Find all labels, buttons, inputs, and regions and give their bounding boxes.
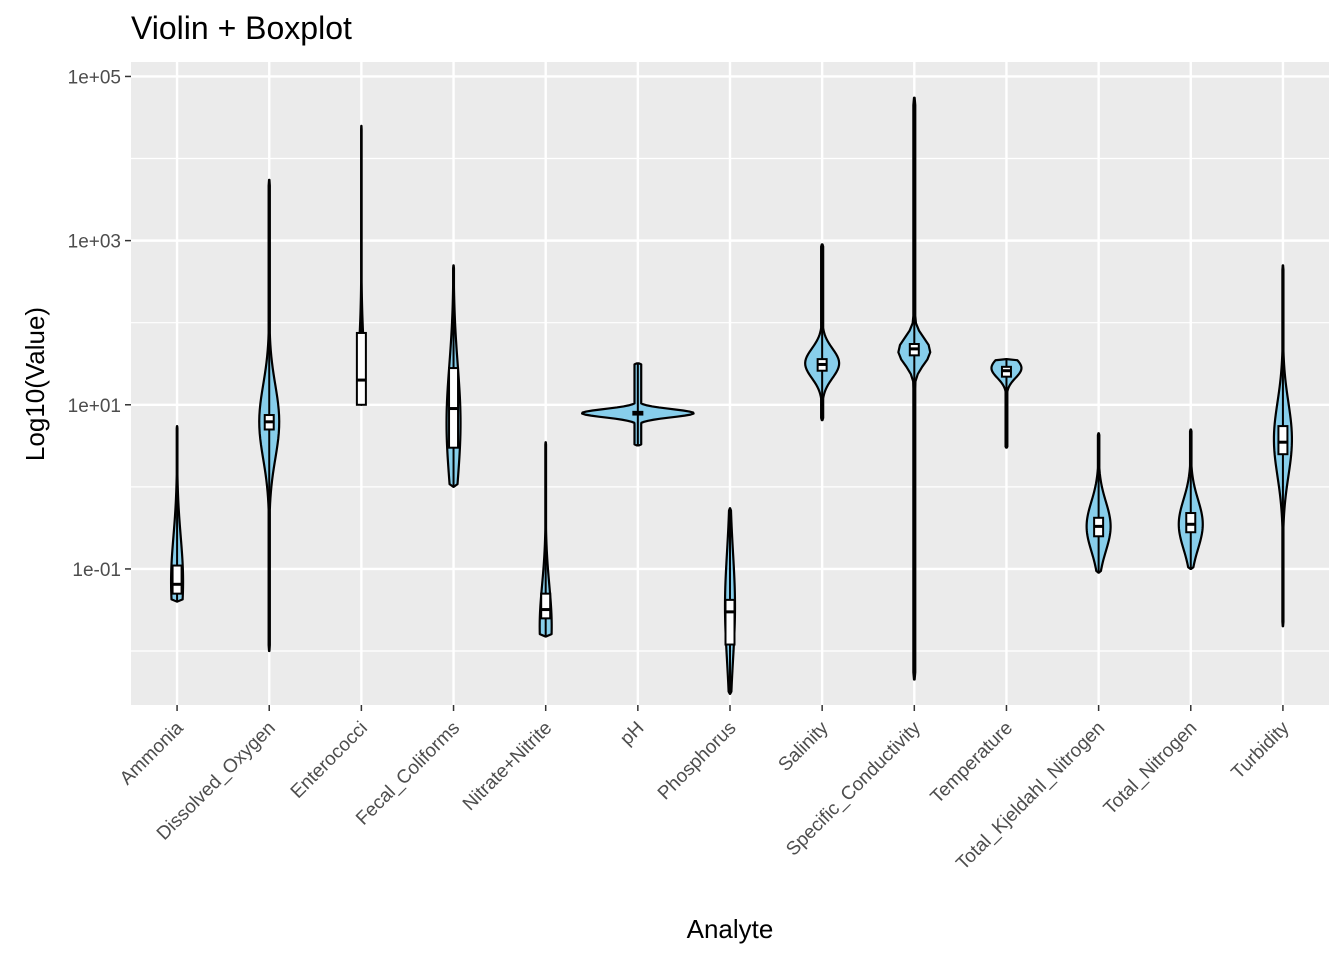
box-ammonia <box>171 564 183 595</box>
x-tick-label: Nitrate+Nitrite <box>459 718 556 815</box>
x-tick-label: pH <box>616 718 648 750</box>
x-tick-label: Phosphorus <box>654 718 741 805</box>
y-tick-label: 1e+01 <box>68 396 121 417</box>
box-total-nitrogen <box>1185 512 1197 534</box>
y-tick-label: 1e+05 <box>68 67 121 88</box>
x-tick-label: Salinity <box>775 717 834 776</box>
x-tick-label: Ammonia <box>116 717 188 789</box>
x-tick-label: Total_Kjeldahl_Nitrogen <box>952 718 1109 875</box>
x-tick-label: Turbidity <box>1228 717 1294 783</box>
box-turbidity <box>1277 425 1289 456</box>
x-tick-label: Enterococci <box>287 718 372 803</box>
x-axis-title: Analyte <box>687 914 774 944</box>
boxplots <box>171 97 1289 694</box>
x-tick-label: Temperature <box>927 718 1017 808</box>
y-tick-label: 1e+03 <box>68 232 121 253</box>
chart-title: Violin + Boxplot <box>131 10 352 46</box>
y-tick-label: 1e-01 <box>72 560 121 581</box>
box-enterococci <box>355 331 367 406</box>
box-phosphorus <box>724 598 736 646</box>
x-tick-label: Total_Nitrogen <box>1100 718 1201 819</box>
y-axis: 1e-01 1e+01 1e+03 1e+05 <box>68 67 131 581</box>
y-axis-title: Log10(Value) <box>20 307 50 461</box>
box-nitrate-nitrite <box>540 592 552 620</box>
